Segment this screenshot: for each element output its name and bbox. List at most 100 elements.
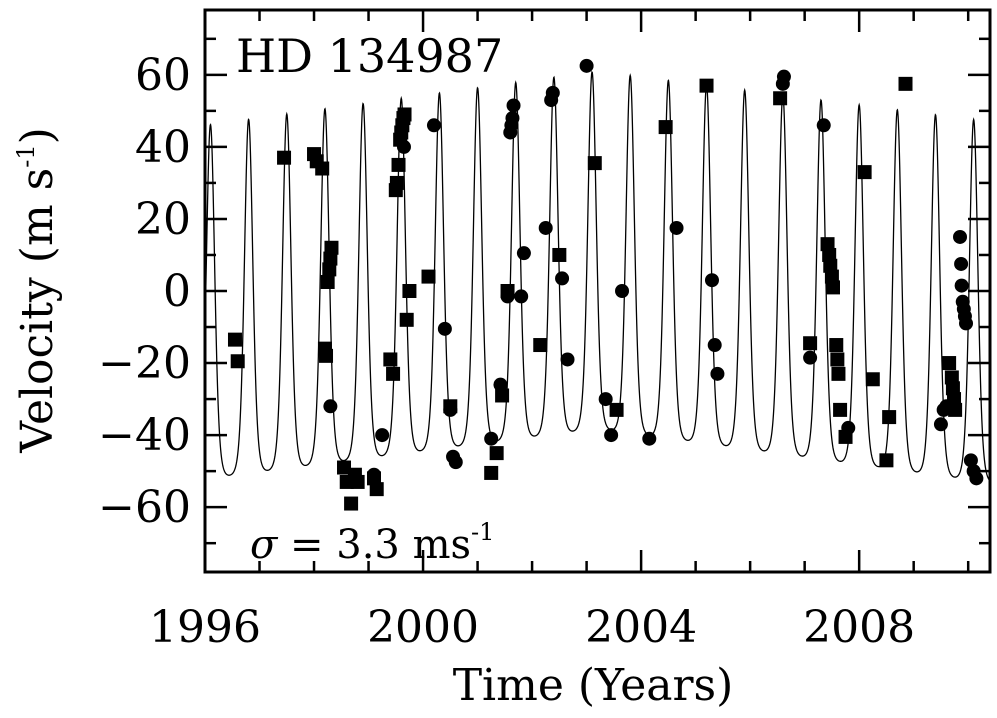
data-point-square [484, 465, 499, 480]
data-point-circle [954, 278, 969, 293]
data-point-circle [598, 392, 613, 407]
x-tick-label: 2008 [803, 602, 915, 653]
data-point-square [489, 446, 504, 461]
data-point-circle [505, 111, 520, 126]
data-point-circle [953, 229, 968, 244]
y-tick-label: −20 [98, 338, 191, 389]
data-point-circle [939, 399, 954, 414]
data-point-square [658, 120, 673, 135]
data-point-square [865, 372, 880, 387]
data-point-circle [560, 352, 575, 367]
y-tick-label: 20 [135, 194, 191, 245]
data-point-circle [506, 98, 521, 113]
data-point-square [383, 352, 398, 367]
data-point-square [552, 247, 567, 262]
data-point-square [277, 150, 292, 165]
data-point-square [230, 354, 245, 369]
data-point-square [944, 370, 959, 385]
data-point-square [824, 269, 839, 284]
data-point-circle [396, 139, 411, 154]
data-point-square [397, 107, 412, 122]
data-point-square [823, 258, 838, 273]
data-point-circle [816, 118, 831, 133]
data-point-circle [323, 399, 338, 414]
data-point-square [882, 410, 897, 425]
data-point-square [344, 496, 359, 511]
data-point-square [942, 356, 957, 371]
x-tick-label: 2004 [585, 602, 697, 653]
y-tick-label: 0 [163, 266, 191, 317]
data-point-square [322, 262, 337, 277]
y-tick-label: −60 [98, 482, 191, 533]
data-point-square [945, 381, 960, 396]
data-point-square [389, 175, 404, 190]
data-point-circle [514, 289, 529, 304]
data-point-square [826, 280, 840, 295]
data-point-square [533, 338, 548, 353]
data-point-circle [448, 455, 463, 470]
data-point-circle [579, 58, 594, 73]
data-point-square [699, 78, 714, 93]
y-axis-label-superscript: -1 [12, 144, 40, 167]
data-point-square [820, 237, 835, 252]
data-point-square [402, 284, 417, 298]
data-point-circle [516, 246, 531, 261]
data-point-circle [704, 273, 719, 288]
data-point-circle [776, 69, 791, 84]
data-points-group [227, 58, 984, 511]
y-axis-label-close: ) [12, 127, 63, 144]
data-point-circle [642, 431, 657, 446]
data-point-square [323, 251, 338, 266]
data-point-square [369, 482, 384, 497]
data-point-circle [443, 402, 458, 417]
data-point-circle [963, 453, 978, 468]
data-point-circle [710, 366, 725, 381]
data-point-square [337, 460, 352, 475]
data-point-circle [969, 471, 984, 486]
data-point-circle [500, 289, 515, 304]
data-point-circle [545, 85, 560, 100]
axis-ticks-group [203, 10, 990, 572]
x-axis-label: Time (Years) [453, 660, 734, 711]
data-point-square [609, 402, 624, 417]
sigma-annotation: σ = 3.3 ms-1 [250, 518, 494, 568]
data-point-square [319, 348, 334, 363]
data-point-circle [375, 428, 390, 443]
data-point-square [320, 274, 335, 289]
data-point-square [350, 474, 365, 489]
data-point-square [879, 453, 894, 468]
data-point-circle [484, 431, 499, 446]
data-point-square [822, 247, 837, 262]
tick-labels-group: 1996 2000 2004 2008 −60 −40 −20 0 20 40 60 [98, 50, 915, 653]
data-point-circle [803, 350, 818, 365]
data-point-square [315, 161, 330, 176]
data-point-square [803, 336, 818, 351]
x-tick-label: 1996 [149, 602, 261, 653]
sigma-symbol: σ [250, 522, 279, 568]
data-point-square [495, 388, 510, 403]
y-axis-label: Velocity (m s-1) [12, 127, 63, 454]
data-point-square [386, 366, 401, 381]
y-tick-label: 60 [135, 50, 191, 101]
data-point-circle [933, 417, 948, 432]
y-tick-label: −40 [98, 410, 191, 461]
data-point-square [857, 165, 872, 180]
x-tick-label: 2000 [367, 602, 479, 653]
data-point-circle [959, 316, 974, 331]
data-point-circle [841, 420, 856, 435]
data-point-circle [426, 118, 441, 133]
data-point-circle [366, 467, 381, 482]
data-point-square [421, 269, 436, 284]
chart-title: HD 134987 [236, 29, 503, 83]
y-tick-label: 40 [135, 122, 191, 173]
data-point-square [324, 240, 339, 255]
data-point-circle [615, 284, 630, 298]
data-point-circle [493, 377, 508, 392]
model-curve-group [204, 70, 991, 482]
data-point-square [587, 156, 602, 171]
data-point-square [773, 91, 788, 106]
data-point-square [391, 157, 406, 172]
data-point-circle [669, 220, 684, 235]
data-point-square [830, 352, 845, 367]
